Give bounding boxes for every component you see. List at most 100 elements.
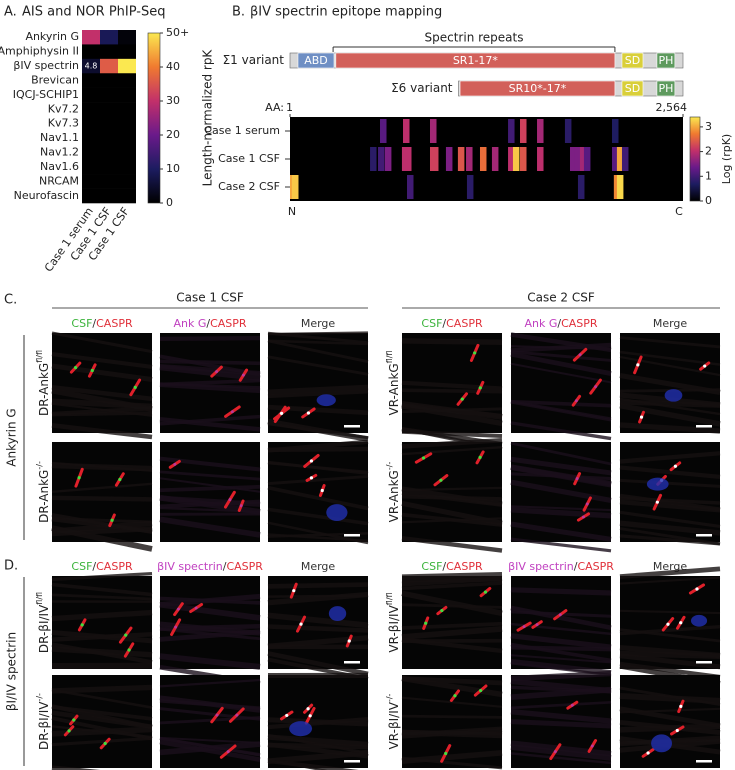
ank-stain: [235, 713, 239, 717]
header-part: Merge: [301, 560, 336, 573]
micrograph: [267, 576, 369, 681]
texture: [619, 403, 721, 427]
texture: [159, 417, 261, 432]
texture: [159, 653, 261, 670]
micrograph: [510, 670, 612, 768]
micrograph: [510, 332, 612, 441]
domain-label: SD: [625, 54, 640, 67]
texture: [401, 590, 503, 617]
micrograph: [619, 675, 721, 768]
header-part: Ank G: [524, 317, 557, 330]
texture: [401, 494, 503, 502]
micrograph: [51, 571, 153, 669]
heatmap-cell: [100, 116, 118, 132]
epitope-cell: [406, 175, 414, 199]
heatmap-cell: [100, 159, 118, 175]
texture: [510, 537, 612, 553]
row-label: Case 1 serum: [204, 124, 280, 137]
row-label-main: VR-AnkG: [387, 470, 401, 522]
row-label: IQCJ-SCHIP1: [13, 88, 79, 101]
texture: [159, 624, 261, 631]
domain: [621, 52, 644, 69]
csf-stain: [308, 714, 312, 718]
texture: [267, 717, 369, 730]
row-label: Brevican: [31, 73, 79, 86]
header-part: CASPR: [446, 317, 483, 330]
texture: [510, 350, 612, 362]
case-title: Case 2 CSF: [527, 291, 595, 305]
texture: [401, 621, 503, 630]
texture: [159, 627, 261, 641]
epitope-cell: [431, 147, 439, 171]
micrograph: [619, 333, 721, 434]
row-label-main: VR-βI/IV: [387, 701, 401, 749]
column-header: βIV spectrin/CASPR: [157, 560, 263, 573]
header-part: /: [223, 560, 227, 573]
ank-stain: [581, 515, 585, 519]
colorbar-tick-label: 30: [166, 94, 180, 107]
texture: [51, 642, 153, 665]
domain-label: SR1-17*: [453, 54, 499, 67]
micrograph: [159, 333, 261, 433]
colorbar-tick-label: 50+: [166, 26, 189, 39]
csf-stain: [424, 621, 428, 625]
row-label: VR-βI/IVfl/fl: [385, 592, 401, 652]
heatmap-cell: [118, 102, 136, 117]
micrograph: [401, 333, 503, 451]
texture: [267, 749, 369, 765]
texture: [51, 704, 153, 730]
row-label-sup: -/-: [35, 461, 44, 470]
ank-stain: [570, 703, 574, 707]
panel-title: AIS and NOR PhIP-Seq: [22, 5, 165, 20]
domain: [656, 52, 676, 69]
x-tick-label: 2,564: [656, 101, 688, 114]
epitope-cell: [564, 119, 572, 143]
row-label: Nav1.6: [40, 160, 79, 173]
texture: [619, 661, 721, 680]
ank-stain: [239, 504, 243, 508]
texture: [510, 605, 612, 631]
texture: [267, 533, 369, 543]
ank-stain: [176, 607, 180, 611]
row-label: Nav1.1: [40, 131, 79, 144]
texture: [619, 566, 721, 579]
texture: [51, 363, 153, 382]
texture: [159, 678, 261, 688]
texture: [510, 685, 612, 694]
ank-stain: [558, 613, 562, 617]
epitope-cell: [583, 147, 591, 171]
epitope-cell: [405, 147, 412, 171]
heatmap-cell: [118, 87, 136, 103]
texture: [510, 633, 612, 650]
epitope-cell: [403, 119, 410, 143]
ank-stain: [535, 623, 539, 627]
csf-stain: [292, 589, 296, 593]
row-label-sup: fl/fl: [385, 592, 394, 605]
scale-bar: [344, 534, 360, 537]
column-header: Merge: [301, 317, 336, 330]
texture: [401, 626, 503, 640]
texture: [510, 521, 612, 542]
texture: [51, 495, 153, 502]
texture: [619, 350, 721, 366]
domain: [459, 80, 616, 97]
column-header: CSF/CASPR: [421, 317, 483, 330]
ank-stain: [575, 477, 579, 481]
heatmap-cell: [82, 44, 100, 60]
colorbar-label: Log (rpK): [720, 134, 733, 184]
heatmap-cell: [82, 159, 100, 175]
header-part: CASPR: [96, 317, 133, 330]
row-label-main: VR-βI/IV: [387, 604, 401, 652]
texture: [159, 739, 261, 762]
epitope-cell: [577, 175, 585, 199]
csf-stain: [478, 386, 482, 390]
texture: [51, 525, 153, 552]
row-label: DR-AnkG-/-: [35, 461, 51, 523]
heatmap-cell: [82, 188, 100, 204]
texture: [401, 581, 503, 591]
texture: [51, 352, 153, 369]
heatmap-cell: [82, 87, 100, 103]
texture: [159, 506, 261, 513]
row-label-main: VR-AnkG: [387, 363, 401, 415]
texture: [267, 339, 369, 364]
